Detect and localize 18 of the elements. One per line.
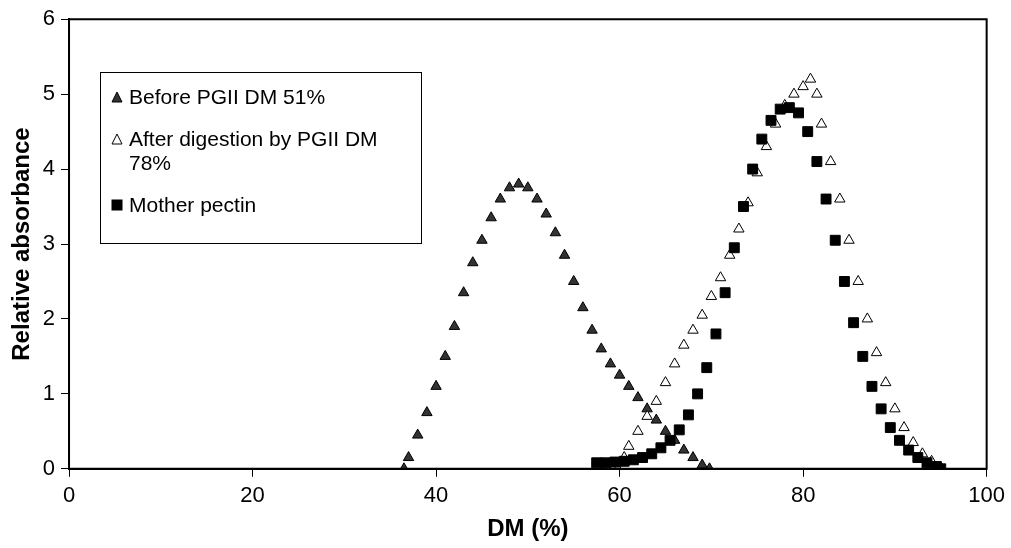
x-tick-label: 80 [790, 482, 816, 508]
legend-label: Before PGII DM 51% [129, 85, 326, 109]
y-axis-title: Relative absorbance [7, 127, 35, 361]
legend-label: Mother pectin [129, 193, 257, 217]
x-axis-title: DM (%) [487, 514, 569, 542]
y-tick-label: 0 [42, 454, 56, 480]
y-tick-label: 1 [42, 379, 56, 405]
x-tick-label: 40 [423, 482, 449, 508]
legend-label: After digestion by PGII DM 78% [129, 127, 379, 175]
y-tick-label: 4 [42, 155, 56, 181]
x-tick-label: 20 [240, 482, 265, 508]
y-tick-label: 2 [42, 305, 56, 330]
x-tick-label: 0 [62, 482, 76, 508]
x-tick-label: 100 [968, 482, 1006, 508]
x-tick-label: 60 [607, 482, 632, 508]
y-tick-label: 6 [42, 5, 56, 31]
y-tick-label: 3 [42, 230, 56, 256]
y-tick-label: 5 [42, 80, 56, 106]
